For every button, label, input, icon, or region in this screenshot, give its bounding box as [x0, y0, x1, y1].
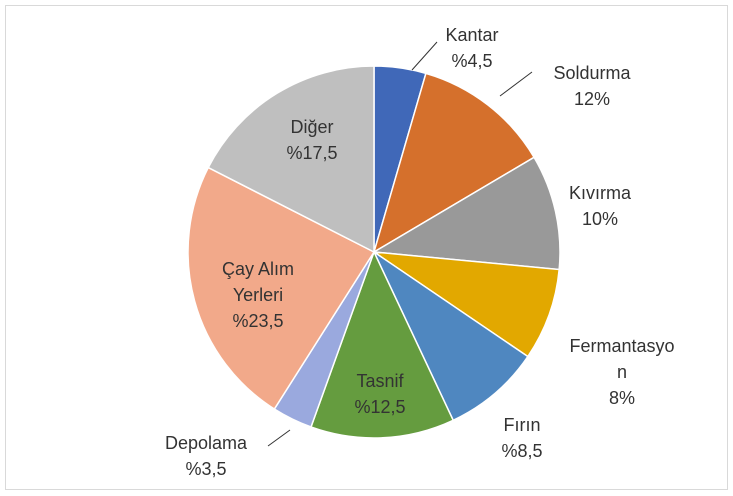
category-label: Soldurma — [553, 63, 631, 83]
value-label: %3,5 — [185, 459, 227, 479]
category-label: Fermantasyon — [569, 336, 675, 382]
leader-line — [267, 429, 291, 447]
data-label: Tasnif %12,5 — [325, 368, 435, 420]
category-label: Kantar — [445, 25, 499, 45]
value-label: %12,5 — [354, 397, 406, 417]
value-label: 8% — [608, 388, 635, 408]
chart-frame — [5, 5, 728, 490]
value-label: %4,5 — [451, 51, 493, 71]
pie-slice — [372, 72, 536, 254]
value-label: %23,5 — [232, 311, 284, 331]
category-label: Tasnif — [356, 371, 404, 391]
leader-line — [411, 41, 438, 71]
category-label: Fırın — [503, 415, 541, 435]
data-label: Kantar %4,5 — [412, 22, 532, 74]
category-label: Diğer — [290, 117, 334, 137]
pie-slice — [207, 65, 375, 254]
pie-slice — [371, 156, 561, 271]
data-label: Kıvırma 10% — [540, 180, 660, 232]
data-label: Soldurma 12% — [532, 60, 652, 112]
leader-line — [499, 71, 533, 97]
data-label: Depolama %3,5 — [146, 430, 266, 482]
category-label: Çay Alım Yerleri — [221, 259, 295, 305]
data-label: Fırın %8,5 — [472, 412, 572, 464]
data-label: Diğer %17,5 — [257, 114, 367, 166]
pie-slice — [310, 250, 455, 439]
data-label: Çay Alım Yerleri %23,5 — [203, 256, 313, 334]
pie-slice — [373, 251, 560, 358]
category-label: Kıvırma — [568, 183, 631, 203]
value-label: 12% — [573, 89, 611, 109]
category-label: Depolama — [164, 433, 248, 453]
value-label: %8,5 — [501, 441, 543, 461]
data-label: Fermantasyon 8% — [566, 333, 678, 411]
pie-slice — [187, 166, 376, 411]
value-label: 10% — [581, 209, 619, 229]
pie-slice — [372, 249, 529, 422]
value-label: %17,5 — [286, 143, 338, 163]
